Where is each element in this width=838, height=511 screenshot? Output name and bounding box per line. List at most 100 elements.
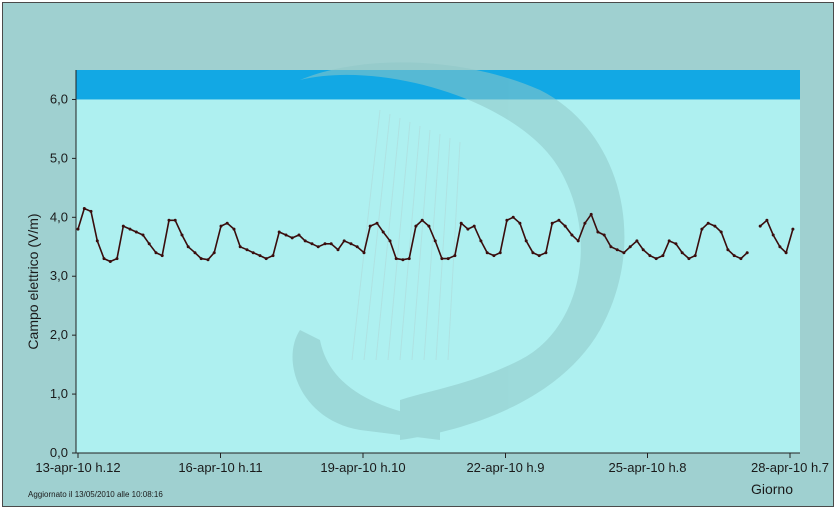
data-point xyxy=(615,248,619,252)
data-point xyxy=(609,245,613,249)
data-point xyxy=(251,251,255,255)
plot-background xyxy=(76,70,800,453)
data-point xyxy=(719,230,723,234)
data-point xyxy=(154,251,158,255)
x-tick-label: 16-apr-10 h.11 xyxy=(178,460,262,475)
data-point xyxy=(641,248,645,252)
data-point xyxy=(726,248,730,252)
data-point xyxy=(440,257,444,261)
watermark-string xyxy=(435,137,451,361)
y-tick-label: 5,0 xyxy=(50,150,68,165)
data-point xyxy=(511,215,515,219)
data-point xyxy=(342,239,346,243)
y-tick-label: 3,0 xyxy=(50,268,68,283)
data-point xyxy=(323,242,327,246)
data-point xyxy=(381,230,385,234)
data-point xyxy=(784,251,788,255)
data-point xyxy=(498,251,502,255)
data-point xyxy=(732,254,736,258)
x-tick-label: 19-apr-10 h.10 xyxy=(320,460,405,475)
data-point xyxy=(414,224,418,228)
data-point xyxy=(485,251,489,255)
watermark-string xyxy=(447,141,461,361)
data-point xyxy=(264,257,268,261)
data-point xyxy=(310,242,314,246)
y-tick-label: 0,0 xyxy=(50,445,68,460)
data-point xyxy=(713,224,717,228)
data-point xyxy=(199,257,203,261)
data-point xyxy=(277,230,281,234)
data-point xyxy=(680,251,684,255)
data-point xyxy=(583,221,587,225)
data-point xyxy=(622,251,626,255)
data-point xyxy=(648,254,652,258)
data-point xyxy=(349,242,353,246)
data-point xyxy=(401,258,405,262)
watermark-string xyxy=(423,133,441,361)
y-axis-title: Campo elettrico (V/m) xyxy=(25,213,41,349)
data-point xyxy=(492,254,496,258)
data-point xyxy=(433,239,437,243)
data-point xyxy=(427,224,431,228)
data-point xyxy=(654,257,658,261)
data-point xyxy=(173,218,177,222)
data-point xyxy=(193,251,197,255)
data-point xyxy=(459,221,463,225)
y-tick-label: 6,0 xyxy=(50,91,68,106)
watermark-base xyxy=(292,330,440,440)
y-tick-label: 4,0 xyxy=(50,209,68,224)
data-point xyxy=(141,233,145,237)
watermark-string xyxy=(411,129,431,361)
plot-area xyxy=(76,62,800,453)
data-point xyxy=(355,245,359,249)
y-tick-label: 1,0 xyxy=(50,386,68,401)
data-point xyxy=(102,257,106,261)
data-point xyxy=(388,239,392,243)
data-point xyxy=(271,254,275,258)
data-point xyxy=(693,254,697,258)
data-point xyxy=(687,257,691,261)
x-tick-label: 13-apr-10 h.12 xyxy=(35,460,120,475)
data-point xyxy=(336,248,340,252)
data-point xyxy=(706,221,710,225)
data-point xyxy=(76,227,80,231)
data-point xyxy=(128,227,132,231)
data-point xyxy=(589,212,593,216)
data-point xyxy=(674,242,678,246)
data-point xyxy=(739,257,743,261)
x-tick-label: 25-apr-10 h.8 xyxy=(608,460,686,475)
data-point xyxy=(446,257,450,261)
data-point xyxy=(570,233,574,237)
data-point xyxy=(167,218,171,222)
data-point xyxy=(180,233,184,237)
data-point xyxy=(518,221,522,225)
data-point xyxy=(115,257,119,261)
data-point xyxy=(225,221,229,225)
data-point xyxy=(479,239,483,243)
data-point xyxy=(290,236,294,240)
x-tick-label: 28-apr-10 h.7 xyxy=(751,460,829,475)
data-point xyxy=(771,233,775,237)
watermark-string xyxy=(399,125,421,361)
data-point xyxy=(765,218,769,222)
data-point xyxy=(667,239,671,243)
axes: 0,0 1,0 2,0 3,0 4,0 5,0 6,0 13-apr-10 h.12 16-ap… xyxy=(35,70,829,475)
data-point xyxy=(375,221,379,225)
data-point xyxy=(297,233,301,237)
data-point xyxy=(134,230,138,234)
data-point xyxy=(544,251,548,255)
watermark-string xyxy=(351,109,381,361)
data-point xyxy=(232,227,236,231)
data-point xyxy=(505,218,509,222)
data-point xyxy=(121,224,125,228)
last-updated-note: Aggiornato il 13/05/2010 alle 10:08:16 xyxy=(28,490,163,499)
data-point xyxy=(89,209,93,213)
watermark-string xyxy=(363,113,391,361)
data-point xyxy=(472,224,476,228)
data-point xyxy=(635,239,639,243)
data-point xyxy=(531,251,535,255)
data-point xyxy=(791,227,795,231)
data-point xyxy=(245,248,249,252)
data-point xyxy=(563,224,567,228)
watermark-shape xyxy=(300,62,625,440)
